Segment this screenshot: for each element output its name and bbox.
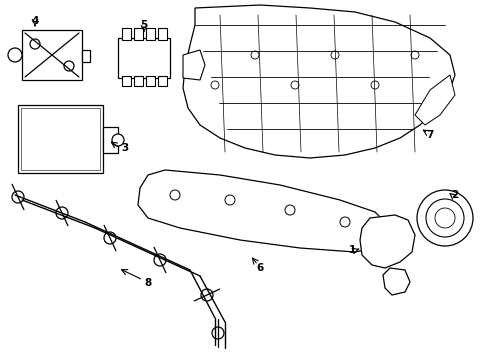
- Polygon shape: [183, 5, 455, 158]
- Circle shape: [30, 39, 40, 49]
- Polygon shape: [360, 215, 415, 268]
- Bar: [134, 76, 143, 86]
- Text: 8: 8: [145, 278, 151, 288]
- Bar: [103, 127, 118, 153]
- Text: 2: 2: [451, 190, 459, 200]
- Text: 3: 3: [122, 143, 129, 153]
- Text: 6: 6: [256, 263, 264, 273]
- Circle shape: [112, 134, 124, 146]
- Bar: [122, 28, 131, 40]
- Circle shape: [291, 81, 299, 89]
- Circle shape: [225, 195, 235, 205]
- Circle shape: [426, 199, 464, 237]
- Bar: [118, 38, 170, 78]
- Bar: [82, 50, 90, 62]
- Circle shape: [435, 208, 455, 228]
- Bar: [22, 30, 82, 80]
- Circle shape: [411, 51, 419, 59]
- Text: 1: 1: [348, 245, 356, 255]
- Circle shape: [340, 217, 350, 227]
- Circle shape: [170, 190, 180, 200]
- Text: 5: 5: [140, 20, 147, 30]
- Bar: [146, 28, 155, 40]
- Circle shape: [201, 289, 213, 301]
- Bar: [122, 76, 131, 86]
- Circle shape: [417, 190, 473, 246]
- Bar: [146, 76, 155, 86]
- Bar: [134, 28, 143, 40]
- Bar: [158, 76, 167, 86]
- Circle shape: [154, 254, 166, 266]
- Text: 4: 4: [31, 16, 39, 26]
- Circle shape: [12, 191, 24, 203]
- Polygon shape: [383, 268, 410, 295]
- Bar: [21, 108, 100, 170]
- Circle shape: [251, 51, 259, 59]
- Polygon shape: [415, 75, 455, 125]
- Circle shape: [56, 207, 68, 219]
- Bar: [158, 28, 167, 40]
- Circle shape: [211, 81, 219, 89]
- Circle shape: [285, 205, 295, 215]
- Text: 7: 7: [426, 130, 434, 140]
- Polygon shape: [138, 170, 388, 252]
- Bar: [18, 105, 103, 173]
- Polygon shape: [183, 50, 205, 80]
- Circle shape: [8, 48, 22, 62]
- Circle shape: [212, 327, 224, 339]
- Circle shape: [104, 232, 116, 244]
- Circle shape: [371, 81, 379, 89]
- Circle shape: [64, 61, 74, 71]
- Circle shape: [331, 51, 339, 59]
